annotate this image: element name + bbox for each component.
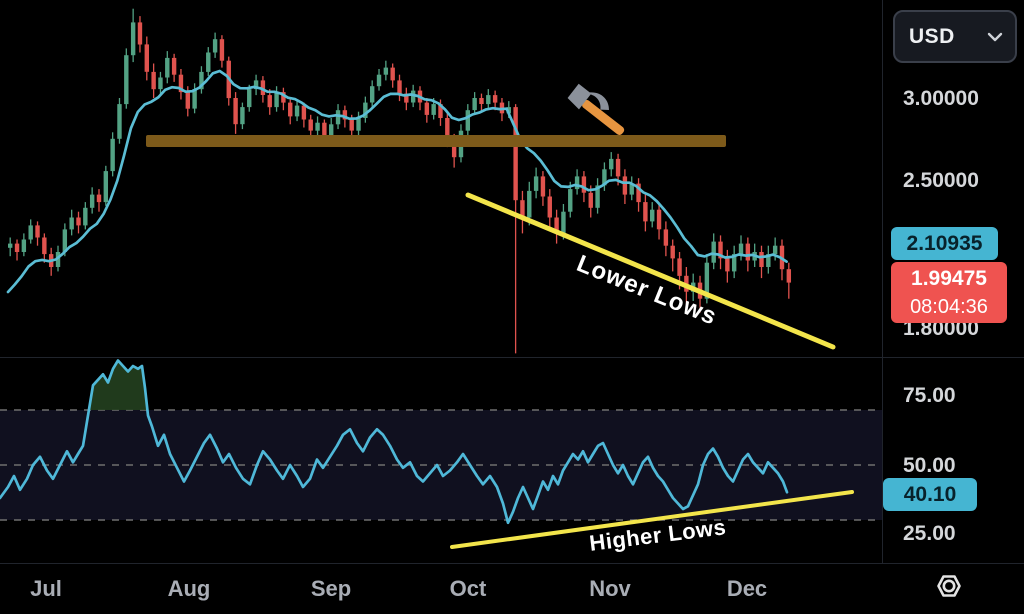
settings-gear-icon[interactable] <box>929 567 969 605</box>
chevron-down-icon <box>987 32 1003 42</box>
rsi-line <box>0 359 789 525</box>
price-axis-label: 3.00000 <box>903 87 979 110</box>
higher-lows-trendline[interactable] <box>450 490 854 549</box>
rsi-overbought-fill <box>88 360 148 410</box>
rsi-value-badge: 40.10 <box>883 478 977 511</box>
time-axis-label: Aug <box>167 576 211 601</box>
currency-selector[interactable]: USD <box>893 10 1017 63</box>
last-price-badge: 1.99475 08:04:36 <box>891 262 1007 323</box>
ma-value: 2.10935 <box>906 231 983 255</box>
time-axis-label: Dec <box>726 576 768 601</box>
rsi-axis-label: 25.00 <box>903 522 956 545</box>
last-price: 1.99475 <box>911 266 987 290</box>
time-axis-label: Jul <box>30 576 62 601</box>
rsi-value: 40.10 <box>903 482 957 506</box>
resistance-bar[interactable] <box>146 135 726 147</box>
price-pane[interactable] <box>6 8 836 354</box>
lower-lows-trendline[interactable] <box>465 192 836 350</box>
hammer-icon <box>567 83 625 136</box>
price-axis-label: 2.50000 <box>903 169 979 192</box>
currency-label: USD <box>909 24 955 48</box>
bar-countdown: 08:04:36 <box>910 295 988 318</box>
ma-value-badge: 2.10935 <box>891 227 998 260</box>
time-axis-label: Sep <box>310 576 352 601</box>
time-axis-label: Nov <box>589 576 631 601</box>
time-axis-label: Oct <box>449 576 487 601</box>
pane-dividers <box>0 0 1024 564</box>
candle-series <box>8 8 792 354</box>
rsi-axis-label: 50.00 <box>903 454 956 477</box>
ma-line <box>6 69 788 294</box>
rsi-pane[interactable] <box>0 359 882 549</box>
rsi-axis-label: 75.00 <box>903 384 956 407</box>
